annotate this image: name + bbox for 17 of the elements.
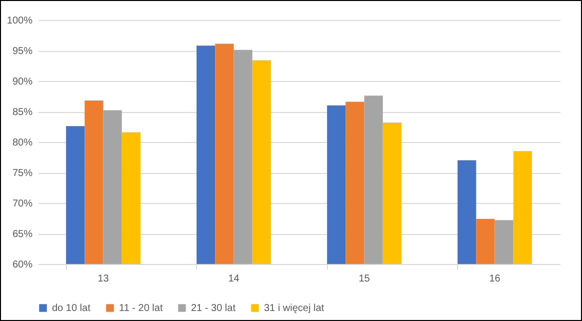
y-tick-label: 80% [12,138,33,148]
x-tick-label: 16 [489,274,501,284]
legend-label: 11 - 20 lat [119,303,163,314]
x-tick-label: 15 [358,274,370,284]
y-tick-label: 100% [6,16,33,26]
x-tick-label: 13 [98,274,110,284]
y-tick-label: 75% [12,168,33,179]
y-tick-label: 95% [12,46,33,57]
y-tick-label: 70% [12,198,33,210]
y-tick-label: 65% [12,229,33,240]
legend-label: do 10 lat [52,303,91,314]
y-tick-label: 85% [12,107,33,118]
x-tick-label: 14 [228,274,240,284]
legend-label: 31 i więcej lat [264,303,324,314]
y-tick-label: 90% [12,76,33,88]
y-tick-label: 60% [12,260,33,270]
legend-label: 21 - 30 lat [191,303,236,314]
